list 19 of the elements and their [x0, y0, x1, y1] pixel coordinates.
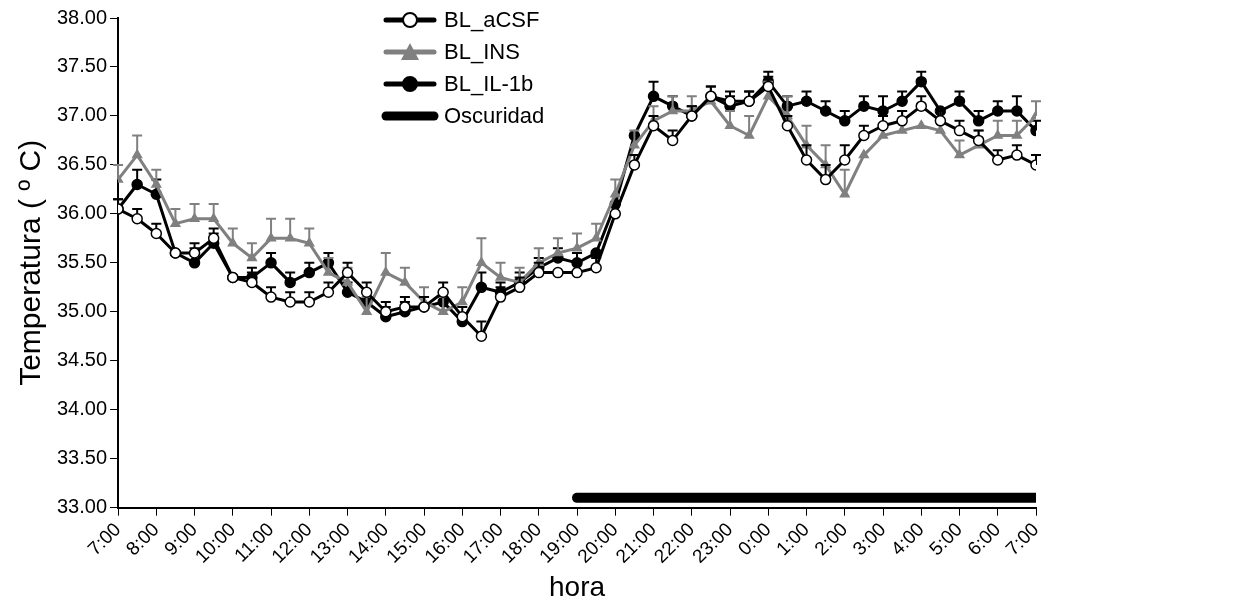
- y-tick-label: 36.00: [56, 201, 108, 224]
- y-tick-label: 36.50: [56, 152, 108, 175]
- x-tick-label: 0:00: [733, 518, 775, 560]
- legend-label: BL_INS: [444, 38, 520, 66]
- y-tick-label: 37.50: [56, 54, 108, 77]
- legend-label: Oscuridad: [444, 102, 545, 130]
- y-tick-label: 33.50: [56, 446, 108, 469]
- x-tick-label: 1:00: [772, 518, 814, 560]
- y-tick-label: 35.00: [56, 299, 108, 322]
- y-tick-label: 33.00: [56, 495, 108, 518]
- y-tick-label: 35.50: [56, 250, 108, 273]
- legend-label: BL_aCSF: [444, 6, 540, 34]
- y-tick-label: 38.00: [56, 5, 108, 28]
- y-axis-title: Temperatura ( º C): [13, 139, 47, 386]
- x-axis-title: hora: [549, 570, 606, 602]
- y-tick-label: 34.50: [56, 348, 108, 371]
- legend-label: BL_IL-1b: [444, 70, 534, 98]
- y-tick-label: 34.00: [56, 397, 108, 420]
- y-tick-label: 37.00: [56, 103, 108, 126]
